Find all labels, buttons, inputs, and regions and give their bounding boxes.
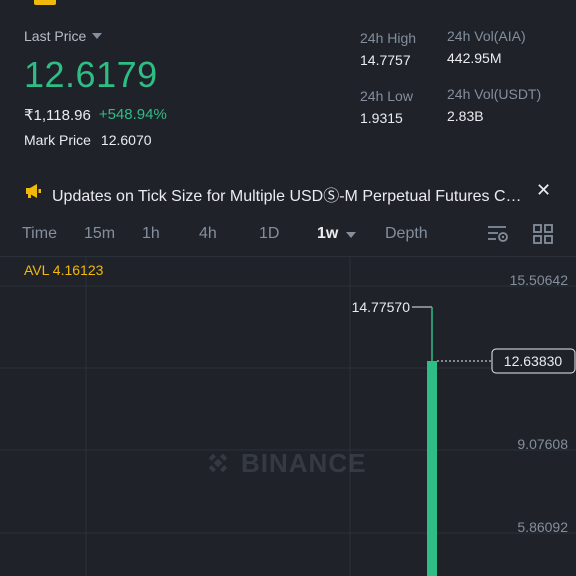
mark-price-value: 12.6070	[100, 132, 152, 148]
stat-24h-vol-base: 24h Vol(AIA) 442.95M	[447, 28, 526, 66]
close-icon[interactable]: ✕	[536, 180, 552, 200]
indicator-settings-icon[interactable]	[486, 222, 510, 246]
current-price-tag	[491, 348, 576, 374]
binance-logo-icon	[208, 453, 228, 473]
last-price-selector[interactable]: Last Price	[24, 28, 167, 44]
chart-grid	[0, 257, 576, 576]
tab-1h[interactable]: 1h	[142, 225, 160, 242]
mark-price-label: Mark Price	[24, 132, 91, 148]
low-value: 1.9315	[360, 110, 403, 126]
change-percent: +548.94%	[98, 106, 167, 123]
toolbar-divider	[0, 256, 576, 257]
price-chart[interactable]: BINANCE 15.50642 9.07608 5.86092 14.7757…	[0, 257, 576, 576]
high-marker-label: 14.77570	[352, 299, 411, 315]
tab-1w[interactable]: 1w	[317, 225, 339, 242]
interval-toolbar: Time 15m 1h 4h 1D 1w Depth	[0, 222, 576, 248]
current-price-label: 12.63830	[504, 353, 563, 369]
announcement-text: Updates on Tick Size for Multiple USDⓈ-M…	[52, 188, 528, 205]
layout-grid-icon[interactable]	[531, 222, 555, 246]
avl-indicator: AVL 4.16123	[24, 262, 104, 278]
y-tick-label: 5.86092	[517, 519, 568, 535]
candle-body	[427, 361, 437, 576]
announcement-banner[interactable]: Updates on Tick Size for Multiple USDⓈ-M…	[0, 176, 576, 206]
megaphone-icon	[26, 184, 41, 198]
vol-quote-label: 24h Vol(USDT)	[447, 86, 542, 102]
tab-4h[interactable]: 4h	[199, 225, 217, 242]
high-value: 14.7757	[360, 52, 411, 68]
vol-base-label: 24h Vol(AIA)	[447, 28, 526, 44]
price-summary: Last Price 12.6179 ₹1,118.96 +548.94% Ma…	[24, 28, 167, 148]
tab-depth[interactable]: Depth	[385, 225, 428, 242]
last-price-value: 12.6179	[24, 54, 158, 95]
vol-base-value: 442.95M	[447, 50, 502, 66]
caret-down-icon	[92, 33, 103, 39]
last-price-label: Last Price	[24, 28, 87, 44]
low-label: 24h Low	[360, 88, 413, 104]
stat-24h-vol-quote: 24h Vol(USDT) 2.83B	[447, 86, 541, 124]
watermark-text: BINANCE	[241, 448, 366, 478]
stat-24h-high: 24h High 14.7757	[360, 30, 416, 68]
interval-caret-icon[interactable]	[346, 232, 356, 238]
stat-24h-low: 24h Low 1.9315	[360, 88, 413, 126]
vol-quote-value: 2.83B	[447, 108, 484, 124]
active-tab-indicator	[34, 0, 56, 5]
tab-time[interactable]: Time	[22, 225, 57, 242]
binance-watermark: BINANCE	[208, 448, 366, 478]
high-label: 24h High	[360, 30, 417, 46]
y-tick-label: 15.50642	[510, 272, 569, 288]
y-tick-label: 9.07608	[517, 436, 568, 452]
tab-1d[interactable]: 1D	[259, 225, 280, 242]
tab-15m[interactable]: 15m	[84, 225, 116, 242]
inr-price: ₹1,118.96	[24, 107, 91, 124]
